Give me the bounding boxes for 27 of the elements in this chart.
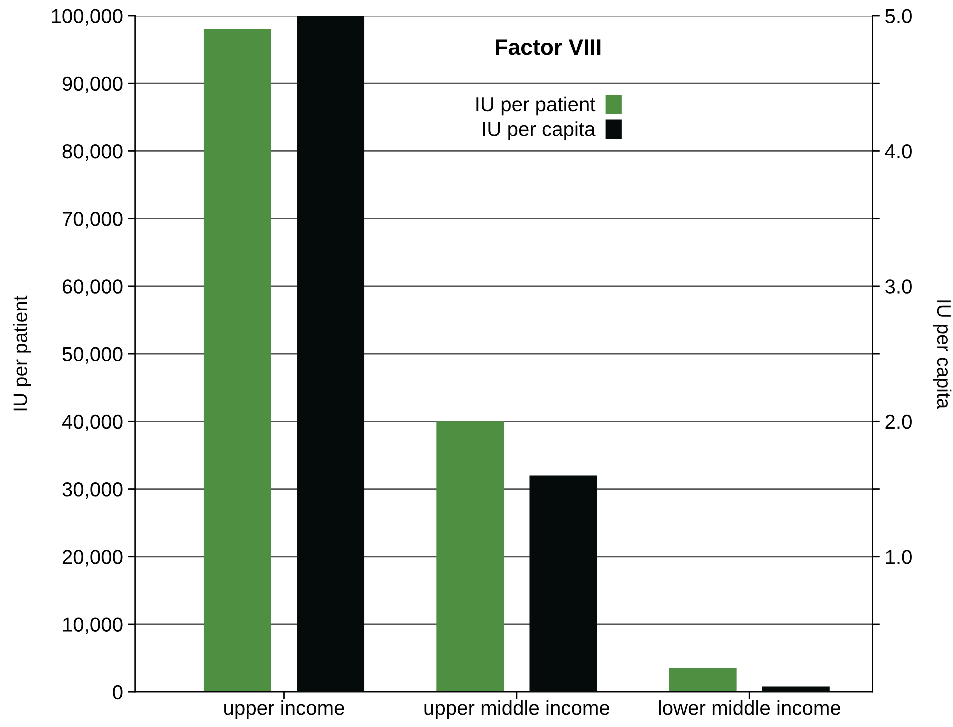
y-tick-label: 20,000 — [62, 550, 123, 567]
bar — [436, 422, 504, 692]
x-tick-label: upper middle income — [424, 700, 610, 720]
y-tick-label: 10,000 — [63, 618, 123, 634]
y2-tick-label: 2.0 — [886, 414, 912, 430]
text: Factor VIII — [496, 40, 601, 56]
y2-tick-label: 4.0 — [885, 144, 912, 159]
y-tick-label: 60,000 — [62, 280, 123, 296]
y-tick-label: 40,000 — [62, 414, 123, 432]
y2-tick-label: 3.0 — [886, 280, 912, 294]
y2-tick-label: 5.0 — [886, 9, 912, 24]
y-tick-label: 0 — [113, 685, 123, 700]
y-tick-label: 30,000 — [62, 482, 123, 500]
bar — [204, 30, 272, 692]
y2-tick-label: 1.0 — [886, 550, 912, 564]
y-tick-label: 70,000 — [62, 212, 123, 229]
y-tick-label: 80,000 — [62, 144, 123, 162]
bar — [669, 668, 737, 692]
legend-label: IU per capita — [483, 122, 596, 140]
y-tick-label: 50,000 — [62, 347, 123, 364]
x-tick-label: lower middle income — [659, 700, 841, 716]
y-tick-label: 100,000 — [52, 9, 123, 26]
y2-axis-title: IU per capita — [934, 300, 952, 410]
x-tick-label: upper income — [224, 700, 344, 720]
y-axis-title: IU per patient — [13, 296, 32, 411]
legend-label: IU per patient — [476, 96, 596, 116]
y-tick-label: 90,000 — [62, 76, 123, 94]
